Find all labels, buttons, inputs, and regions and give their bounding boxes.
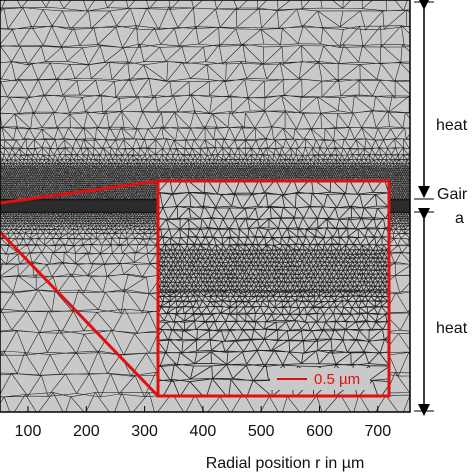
zoom-line bbox=[0, 230, 160, 398]
x-tick-label: 300 bbox=[131, 423, 158, 440]
region-label: heat bbox=[436, 117, 468, 134]
x-tick-label: 700 bbox=[364, 423, 391, 440]
axis-title: Radial position r in µm bbox=[206, 455, 365, 472]
x-tick-label: 200 bbox=[73, 423, 100, 440]
region-label: heat bbox=[436, 320, 468, 337]
x-tick-label: 100 bbox=[15, 423, 42, 440]
plot-frame bbox=[0, 0, 411, 413]
inset bbox=[158, 181, 389, 396]
scale-label: 0.5 µm bbox=[314, 371, 360, 388]
zoom-line bbox=[0, 179, 159, 205]
scale-bg bbox=[270, 368, 370, 390]
mesh-edges bbox=[158, 181, 389, 396]
x-tick-label: 400 bbox=[190, 423, 217, 440]
inset-mesh bbox=[158, 181, 389, 396]
region-label: Gair bbox=[437, 186, 468, 203]
x-tick-label: 500 bbox=[248, 423, 275, 440]
inset-frame bbox=[156, 179, 391, 398]
x-tick-label: 600 bbox=[306, 423, 333, 440]
region-sublabel: a bbox=[455, 210, 464, 227]
